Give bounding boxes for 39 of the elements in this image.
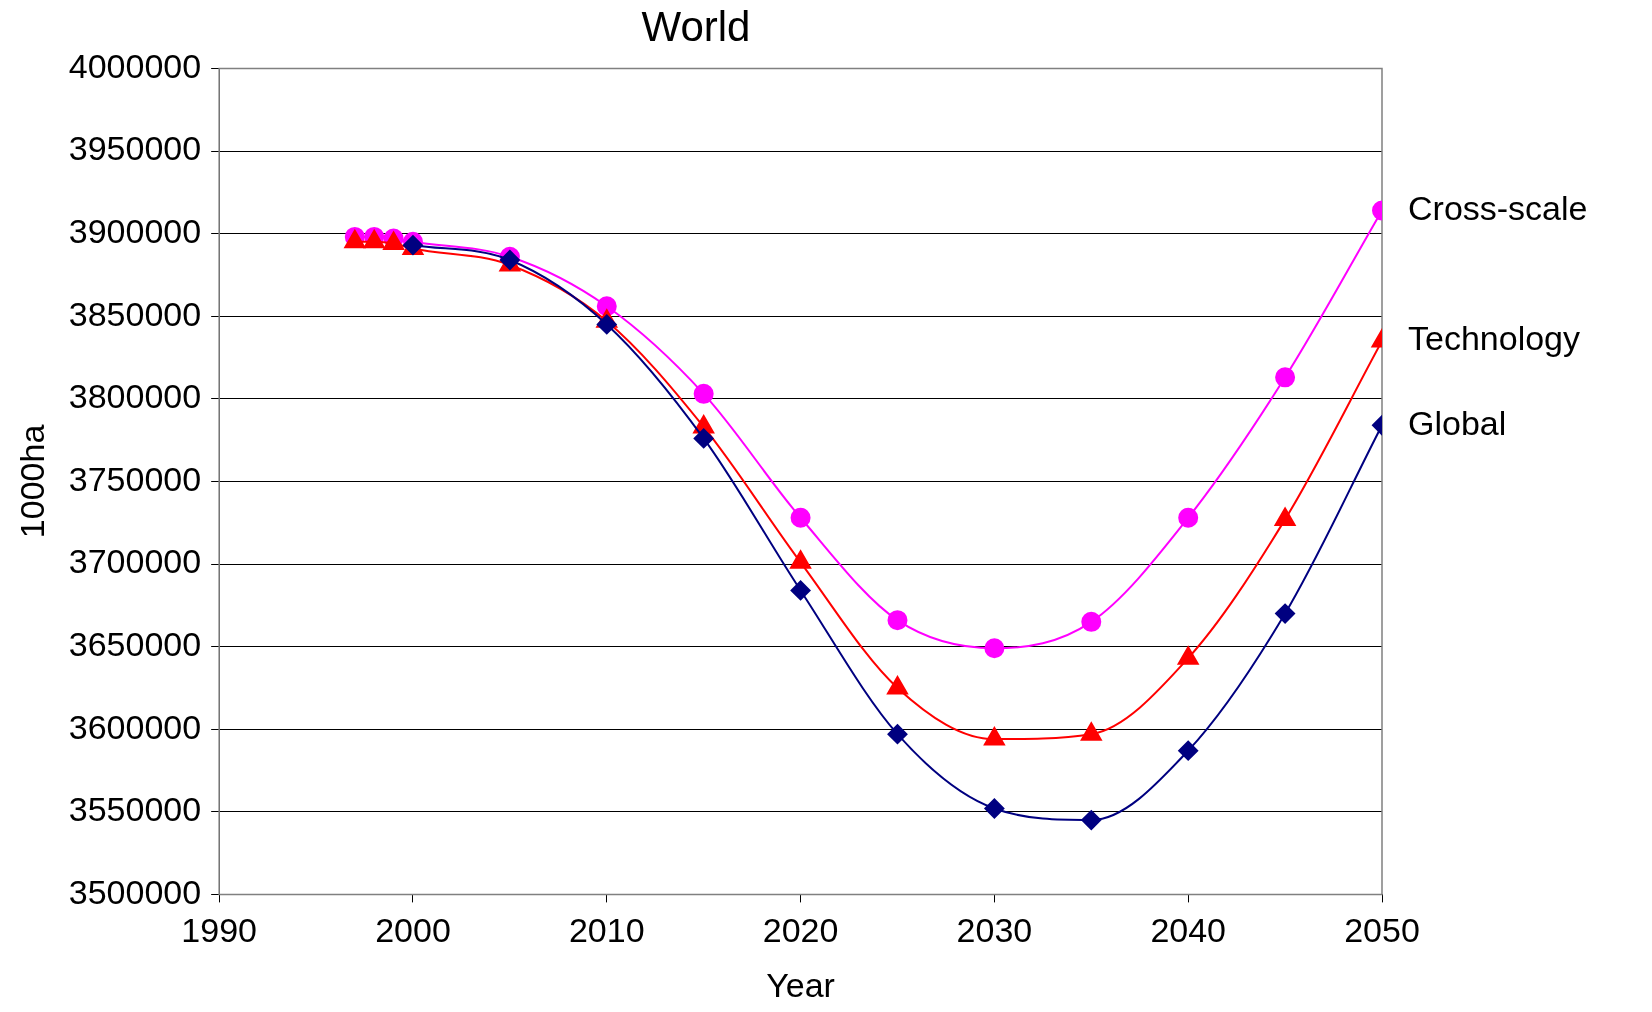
point [887,724,908,745]
y-axis-title: 1000ha [12,424,51,539]
point [790,580,811,601]
point [1178,507,1199,528]
y-tick-label: 3500000 [68,872,202,911]
x-tick-label: 2000 [375,911,451,950]
x-tick-label: 2050 [1344,911,1420,950]
x-tick-label: 1990 [181,911,257,950]
x-tick-label: 2030 [956,911,1033,950]
chart-title: World [641,2,751,50]
series-label: Technology [1408,319,1581,358]
y-tick-label: 4000000 [68,46,202,85]
y-tick-label: 3750000 [68,459,202,498]
y-tick-label: 3550000 [68,790,202,829]
point [596,314,617,335]
y-tick-label: 3850000 [68,294,202,333]
y-tick-label: 3700000 [68,542,202,581]
x-tick-label: 2040 [1150,911,1227,950]
point [693,383,714,404]
y-tick-label: 3950000 [68,129,202,168]
y-tick-label: 3650000 [68,624,202,663]
point [790,507,811,528]
x-tick-label: 2010 [568,911,645,950]
point [1275,603,1296,624]
x-tick-label: 2020 [762,911,839,950]
point [984,638,1005,659]
point [887,610,908,631]
point [1178,740,1199,761]
series-label: Global [1408,403,1507,442]
series-label: Cross-scale [1408,188,1588,227]
x-axis-title: Year [766,965,835,1004]
point [1081,611,1102,632]
point [984,798,1005,819]
y-tick-label: 3600000 [68,707,202,746]
y-tick-label: 3900000 [68,211,202,250]
point [693,428,714,449]
point [1275,367,1296,388]
y-tick-label: 3800000 [68,377,202,416]
point [1081,810,1102,831]
